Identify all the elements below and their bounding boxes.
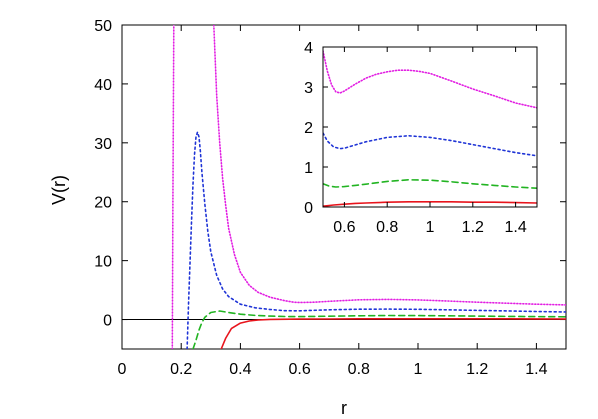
main-x-tick-label: 1 <box>414 361 423 378</box>
inset-y-tick-label: 2 <box>304 120 313 137</box>
inset-series-2-line <box>323 179 537 189</box>
main-x-tick-label: 0.8 <box>348 361 370 378</box>
main-x-tick-label: 0 <box>118 361 127 378</box>
inset-plot-background <box>323 47 537 207</box>
inset-plot: 0.6 0.8 1 1.2 1.4 0 1 2 3 4 <box>304 40 538 236</box>
main-x-tick-label: 0.6 <box>288 361 310 378</box>
y-axis-label: V(r) <box>49 175 69 205</box>
main-y-tick-label: 50 <box>94 18 112 35</box>
inset-y-tick-label: 4 <box>304 40 313 57</box>
main-series-group <box>171 25 566 349</box>
inset-x-tick-label: 0.8 <box>376 219 398 236</box>
inset-axis-ticks: 0.6 0.8 1 1.2 1.4 0 1 2 3 4 <box>304 40 537 236</box>
main-y-tick-label: 40 <box>94 77 112 94</box>
main-series-4-line <box>171 25 175 349</box>
main-series-4-line-branch <box>213 25 566 306</box>
main-series-2-line <box>192 310 566 349</box>
inset-x-tick-label: 1.4 <box>504 219 526 236</box>
main-series-1-line <box>220 317 566 349</box>
main-y-tick-label: 0 <box>103 313 112 330</box>
main-x-tick-label: 1.4 <box>525 361 547 378</box>
main-series-3-line <box>186 131 566 349</box>
inset-y-tick-label: 1 <box>304 160 313 177</box>
inset-x-tick-label: 1 <box>426 219 435 236</box>
inset-series-3-line <box>323 132 537 157</box>
inset-series-4-line <box>323 50 537 109</box>
inset-x-tick-label: 1.2 <box>462 219 484 236</box>
main-x-tick-label: 0.4 <box>229 361 251 378</box>
main-y-tick-label: 10 <box>94 254 112 271</box>
inset-y-tick-label: 3 <box>304 80 313 97</box>
main-x-tick-label: 0.2 <box>170 361 192 378</box>
main-y-tick-label: 30 <box>94 136 112 153</box>
x-axis-label: r <box>341 398 347 418</box>
main-x-tick-label: 1.2 <box>466 361 488 378</box>
main-y-tick-label: 20 <box>94 195 112 212</box>
inset-x-tick-label: 0.6 <box>333 219 355 236</box>
inset-y-tick-label: 0 <box>304 200 313 217</box>
